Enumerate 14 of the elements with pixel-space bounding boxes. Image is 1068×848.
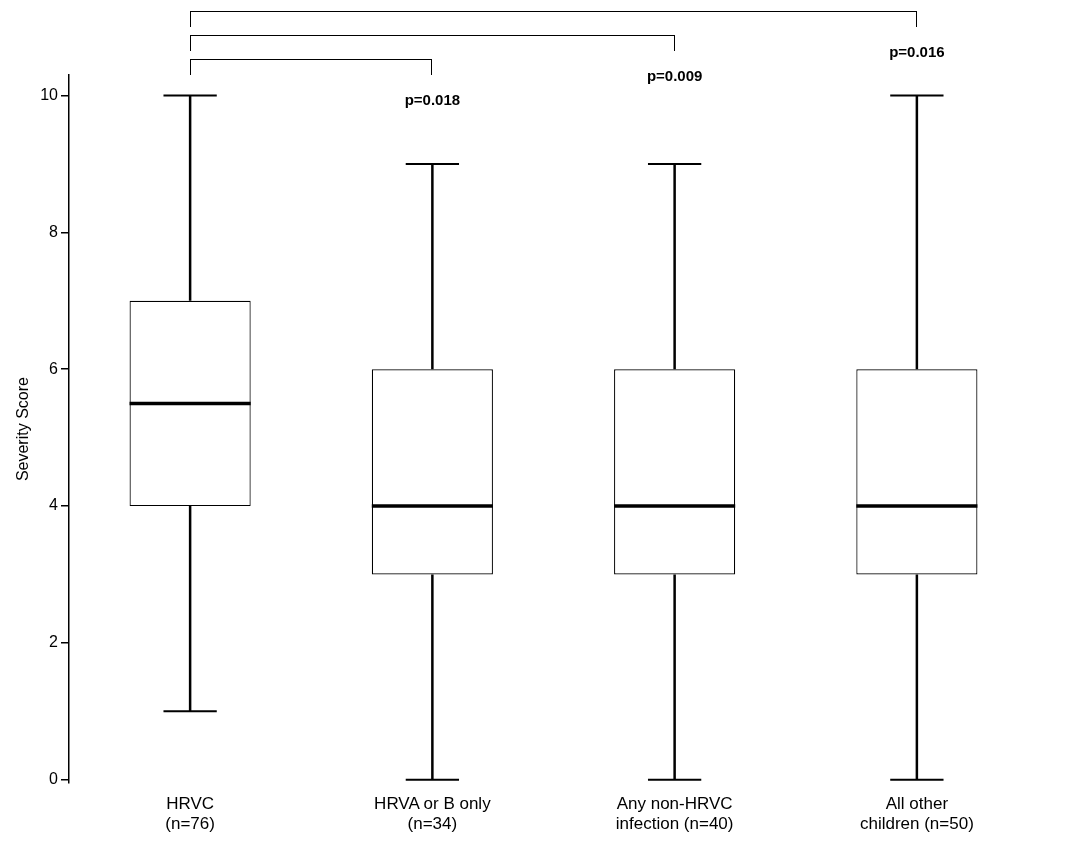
y-tick-label: 2: [49, 633, 59, 651]
x-tick-label: Any non-HRVC infection (n=40): [615, 794, 734, 834]
x-tick-label: HRVC (n=76): [165, 794, 215, 834]
x-tick-label: HRVA or B only (n=34): [374, 794, 492, 834]
y-tick-label: 8: [49, 222, 59, 240]
y-tick-label: 0: [49, 770, 59, 788]
y-tick-label: 4: [49, 496, 59, 514]
x-tick-label: All other children (n=50): [859, 794, 974, 834]
y-tick-label: 10: [40, 85, 59, 103]
annotation: p=0.009: [646, 67, 703, 85]
annotation: p=0.018: [404, 91, 461, 109]
text: p=0.016: [889, 43, 945, 61]
y-tick-label: 6: [49, 359, 59, 377]
y-axis-title: Severity Score: [14, 376, 32, 482]
